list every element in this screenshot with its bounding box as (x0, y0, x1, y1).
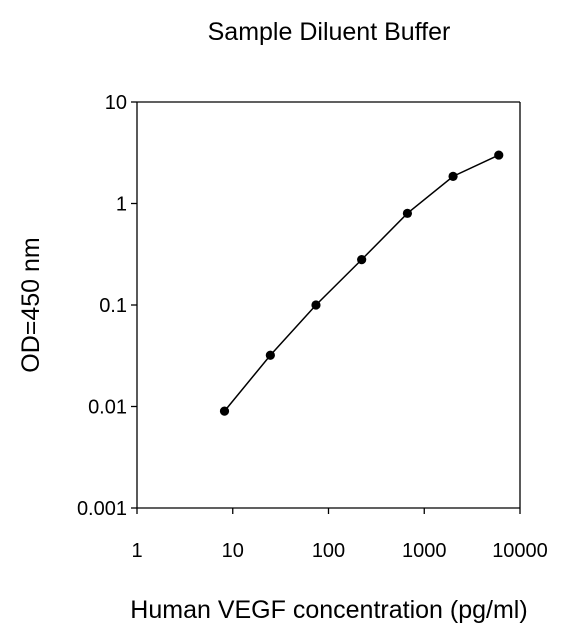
plot-area: 0.001 0.01 0.1 1 10 1 10 100 1000 10000 (77, 92, 548, 562)
data-point (311, 300, 321, 310)
series-layer (219, 150, 504, 416)
y-ticks: 0.001 0.01 0.1 1 10 (77, 92, 137, 520)
x-tick-label: 1 (131, 540, 142, 562)
x-tick-label: 100 (312, 540, 345, 562)
x-ticks: 1 10 100 1000 10000 (131, 508, 548, 562)
y-tick-label: 0.01 (88, 397, 127, 419)
y-tick-label: 0.1 (99, 295, 127, 317)
y-axis-label: OD=450 nm (17, 237, 45, 373)
data-point (402, 208, 413, 218)
y-tick-label: 1 (116, 194, 127, 216)
series-line (223, 154, 500, 412)
data-point (265, 350, 275, 360)
x-axis-label: Human VEGF concentration (pg/ml) (130, 596, 527, 624)
data-point (357, 255, 367, 265)
data-point (219, 406, 230, 416)
x-tick-label: 1000 (402, 540, 447, 562)
data-point (494, 150, 504, 160)
y-tick-label: 0.001 (77, 498, 127, 520)
y-tick-label: 10 (105, 92, 127, 114)
x-tick-label: 10 (222, 540, 244, 562)
x-tick-label: 10000 (492, 540, 548, 562)
data-point (448, 171, 458, 181)
chart-title: Sample Diluent Buffer (208, 18, 451, 46)
